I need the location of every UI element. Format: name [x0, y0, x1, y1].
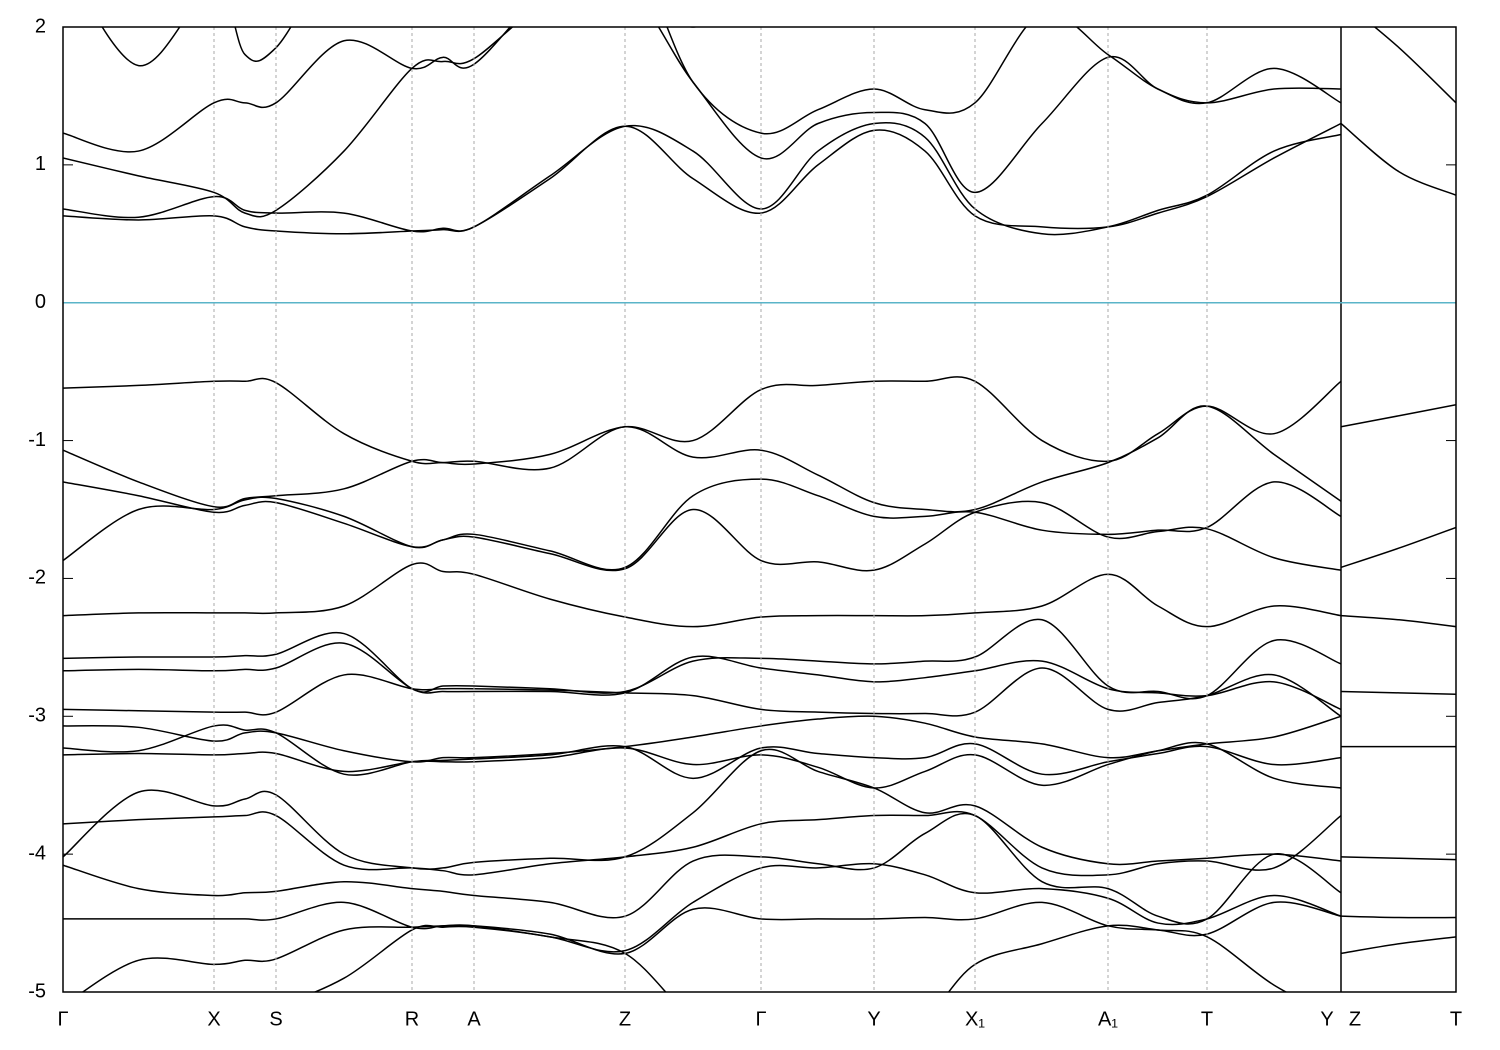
band-line: [1340, 915, 1456, 919]
x-tick-label: Γ: [755, 1008, 766, 1030]
x-tick-label: Γ: [57, 1008, 68, 1030]
band-line: [63, 642, 1342, 711]
x-tick-label: R: [405, 1008, 419, 1030]
y-tick-label: -3: [28, 705, 46, 727]
band-line: [63, 478, 1342, 571]
band-line: [1340, 403, 1456, 428]
x-tick-label: Y: [867, 1008, 880, 1030]
bands: [63, 27, 1456, 992]
band-line: [63, 741, 1342, 789]
band-line: [63, 810, 1342, 877]
band-line: [1340, 614, 1456, 628]
x-tick-label: X₁: [965, 1008, 985, 1030]
band-line: [1373, 27, 1456, 104]
x-tick-label: X: [207, 1008, 220, 1030]
x-tick-label: A₁: [1098, 1008, 1118, 1030]
band-line: [63, 715, 1342, 763]
x-tick-label: S: [269, 1008, 282, 1030]
y-tick-label: 1: [35, 153, 46, 175]
band-line: [313, 924, 1288, 992]
x-tick-label: T: [1450, 1008, 1462, 1030]
y-tick-label: -4: [28, 842, 46, 864]
band-line: [1340, 526, 1456, 569]
band-line: [63, 27, 1342, 153]
band-line: [1340, 122, 1456, 196]
x-tick-label: Y: [1320, 1008, 1333, 1030]
band-line: [1340, 936, 1456, 955]
y-tick-label: -5: [28, 980, 46, 1002]
x-tick-label: Z: [1349, 1008, 1361, 1030]
band-line: [63, 812, 1342, 925]
y-tick-label: 2: [35, 15, 46, 37]
x-tick-label: Z: [619, 1008, 631, 1030]
plot-frame: [62, 26, 1457, 993]
y-tick-label: 0: [35, 291, 46, 313]
y-tick-label: -1: [28, 429, 46, 451]
band-line: [63, 667, 1342, 717]
band-line: [1340, 690, 1456, 695]
band-line: [81, 901, 1342, 992]
band-line: [63, 724, 1342, 780]
x-tick-label: T: [1201, 1008, 1213, 1030]
y-tick-label: -2: [28, 567, 46, 589]
band-line: [101, 27, 697, 67]
band-line: [63, 862, 1342, 953]
band-line: [63, 496, 1342, 572]
x-tick-label: A: [467, 1008, 481, 1030]
band-line: [63, 748, 1342, 870]
band-line: [63, 562, 1342, 628]
band-line: [1340, 856, 1456, 861]
